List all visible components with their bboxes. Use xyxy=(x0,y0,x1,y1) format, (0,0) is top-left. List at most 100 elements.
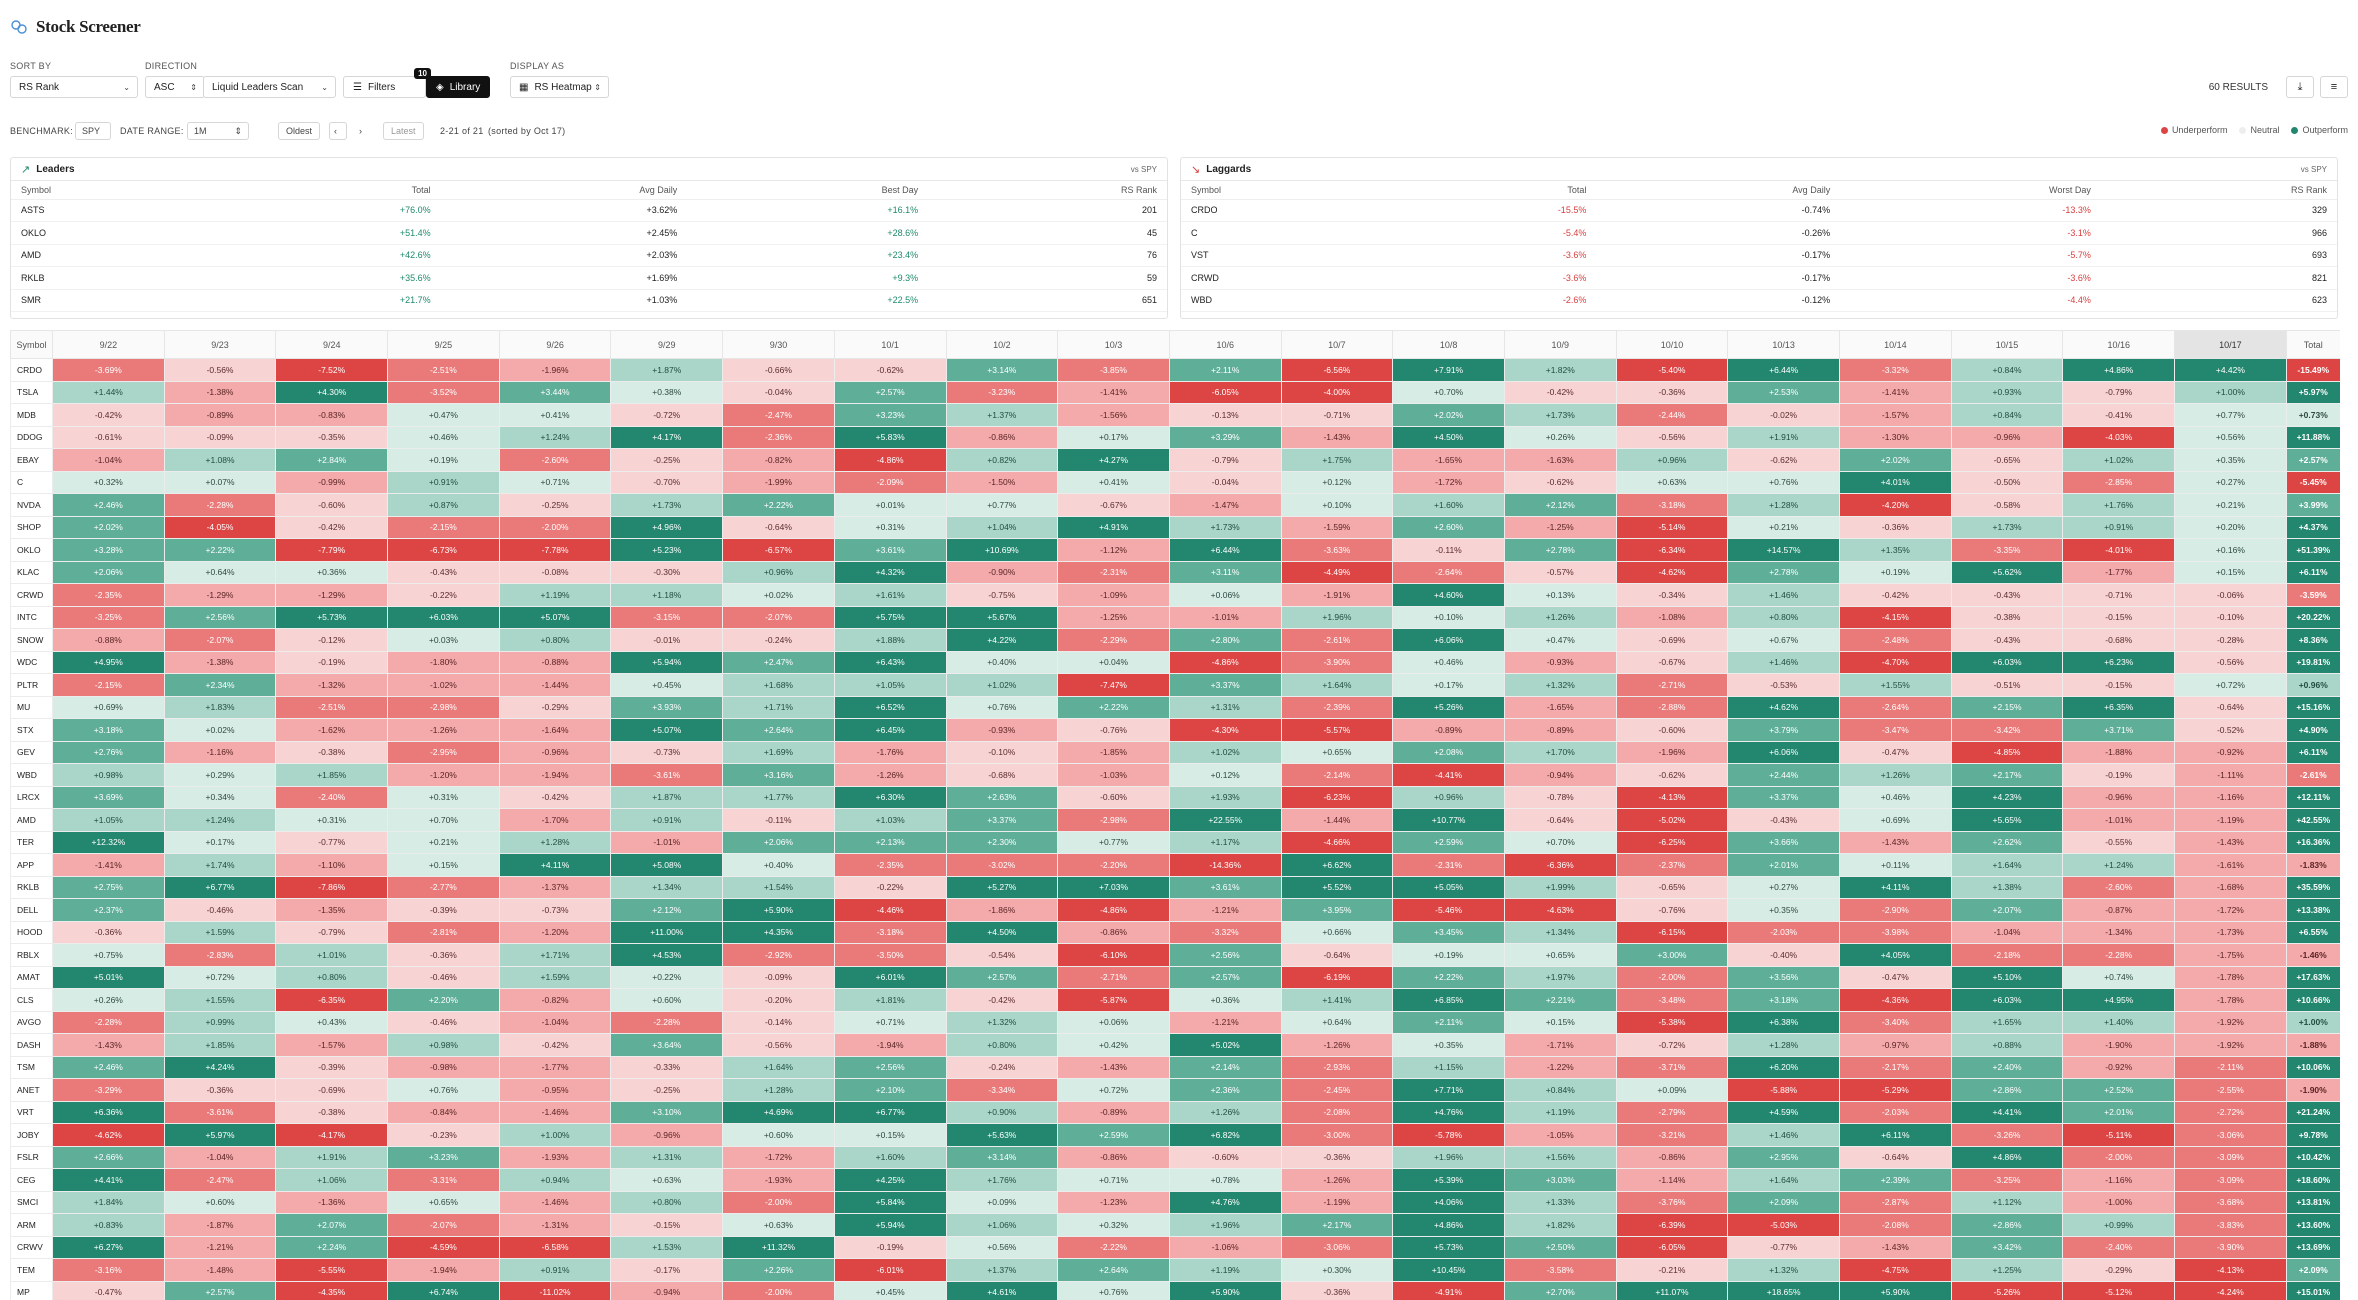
heatmap-cell[interactable]: -0.11% xyxy=(722,808,835,832)
heatmap-cell[interactable]: +2.34% xyxy=(163,673,277,697)
heatmap-cell[interactable]: -6.10% xyxy=(1057,943,1170,967)
heatmap-cell[interactable]: -0.64% xyxy=(2174,695,2287,719)
heatmap-cell[interactable]: -4.03% xyxy=(2062,425,2176,449)
heatmap-cell[interactable]: -0.04% xyxy=(1168,470,1282,494)
heatmap-cell[interactable]: -0.53% xyxy=(1727,673,1840,697)
heatmap-cell[interactable]: -4.62% xyxy=(1615,560,1729,584)
heatmap-cell[interactable]: +1.38% xyxy=(1950,875,2064,899)
direction-select[interactable]: ASC ⇕ xyxy=(145,76,205,98)
heatmap-row[interactable]: TSLA +1.44% -1.38% +4.30% -3.52% +3.44% +0.38%… xyxy=(10,380,2340,404)
heatmap-cell[interactable]: +5.08% xyxy=(610,853,724,877)
heatmap-cell[interactable]: -0.15% xyxy=(2062,673,2176,697)
heatmap-cell[interactable]: -0.06% xyxy=(2174,583,2287,607)
heatmap-cell[interactable]: +5.94% xyxy=(833,1213,947,1237)
heatmap-cell[interactable]: +2.08% xyxy=(1392,740,1505,764)
heatmap-cell[interactable]: -0.36% xyxy=(387,943,500,967)
heatmap-cell[interactable]: +2.64% xyxy=(722,718,835,742)
heatmap-cell[interactable]: -0.25% xyxy=(498,493,612,517)
heatmap-cell[interactable]: +0.76% xyxy=(1727,470,1840,494)
heatmap-cell[interactable]: -1.57% xyxy=(1839,403,1952,427)
heatmap-cell[interactable]: +0.31% xyxy=(387,785,500,809)
heatmap-cell[interactable]: -4.17% xyxy=(275,1123,389,1147)
heatmap-cell[interactable]: -1.26% xyxy=(387,718,500,742)
heatmap-cell[interactable]: +6.03% xyxy=(1950,988,2064,1012)
heatmap-cell[interactable]: -3.32% xyxy=(1168,920,1282,944)
heatmap-cell[interactable]: -6.23% xyxy=(1280,785,1394,809)
heatmap-cell[interactable]: +1.87% xyxy=(610,785,724,809)
heatmap-cell[interactable]: +0.12% xyxy=(1168,763,1282,787)
panel-row[interactable]: WBD -2.6% -0.12% -4.4% 623 xyxy=(1181,289,2337,312)
heatmap-cell[interactable]: -0.61% xyxy=(52,425,165,449)
heatmap-cell[interactable]: -0.24% xyxy=(722,628,835,652)
heatmap-cell[interactable]: +1.19% xyxy=(498,583,612,607)
heatmap-cell[interactable]: +1.32% xyxy=(945,1010,1059,1034)
heatmap-cell[interactable]: +3.69% xyxy=(52,785,165,809)
heatmap-cell[interactable]: +1.91% xyxy=(1727,425,1840,449)
heatmap-cell[interactable]: -2.15% xyxy=(387,515,500,539)
heatmap-cell[interactable]: -0.20% xyxy=(722,988,835,1012)
heatmap-cell[interactable]: -1.43% xyxy=(2174,830,2287,854)
heatmap-cell[interactable]: -0.46% xyxy=(387,1010,500,1034)
heatmap-symbol[interactable]: NVDA xyxy=(10,493,53,517)
heatmap-cell[interactable]: +6.01% xyxy=(833,965,947,989)
heatmap-cell[interactable]: +6.82% xyxy=(1168,1123,1282,1147)
heatmap-col-date[interactable]: 10/1 xyxy=(833,330,947,359)
heatmap-cell[interactable]: +2.62% xyxy=(1950,830,2064,854)
heatmap-cell[interactable]: +0.65% xyxy=(1503,943,1617,967)
heatmap-cell[interactable]: -0.22% xyxy=(387,583,500,607)
heatmap-cell[interactable]: +1.19% xyxy=(1503,1100,1617,1124)
heatmap-cell[interactable]: +3.71% xyxy=(2062,718,2176,742)
heatmap-cell[interactable]: -5.57% xyxy=(1280,718,1394,742)
heatmap-cell[interactable]: -5.88% xyxy=(1727,1078,1840,1102)
heatmap-cell[interactable]: +1.71% xyxy=(722,695,835,719)
heatmap-cell[interactable]: -0.72% xyxy=(610,403,724,427)
heatmap-cell[interactable]: -0.39% xyxy=(387,898,500,922)
heatmap-cell[interactable]: -0.83% xyxy=(275,403,389,427)
heatmap-row[interactable]: ANET -3.29% -0.36% -0.69% +0.76% -0.95% -0.25%… xyxy=(10,1078,2340,1102)
heatmap-cell[interactable]: -1.12% xyxy=(1057,538,1170,562)
heatmap-cell[interactable]: -1.06% xyxy=(1168,1235,1282,1259)
heatmap-cell[interactable]: -0.94% xyxy=(610,1280,724,1300)
heatmap-cell[interactable]: +0.19% xyxy=(387,448,500,472)
heatmap-cell[interactable]: -2.20% xyxy=(1057,853,1170,877)
heatmap-cell[interactable]: -0.86% xyxy=(1057,920,1170,944)
heatmap-cell[interactable]: +0.19% xyxy=(1839,560,1952,584)
heatmap-cell[interactable]: -0.55% xyxy=(2062,830,2176,854)
heatmap-cell[interactable]: +11.07% xyxy=(1615,1280,1729,1300)
heatmap-cell[interactable]: -0.89% xyxy=(1057,1100,1170,1124)
heatmap-row[interactable]: INTC -3.25% +2.56% +5.73% +6.03% +5.07% -3.15%… xyxy=(10,605,2340,629)
heatmap-cell[interactable]: -1.03% xyxy=(1057,763,1170,787)
heatmap-cell[interactable]: +2.10% xyxy=(833,1078,947,1102)
heatmap-cell[interactable]: +4.27% xyxy=(1057,448,1170,472)
heatmap-cell[interactable]: -0.09% xyxy=(163,425,277,449)
heatmap-cell[interactable]: +0.27% xyxy=(1727,875,1840,899)
heatmap-row[interactable]: TEM -3.16% -1.48% -5.55% -1.94% +0.91% -0.17% +… xyxy=(10,1258,2340,1282)
heatmap-cell[interactable]: -5.87% xyxy=(1057,988,1170,1012)
heatmap-cell[interactable]: +6.23% xyxy=(2062,650,2176,674)
heatmap-cell[interactable]: +3.93% xyxy=(610,695,724,719)
heatmap-cell[interactable]: -1.63% xyxy=(1503,448,1617,472)
heatmap-cell[interactable]: -0.73% xyxy=(498,898,612,922)
heatmap-cell[interactable]: -2.00% xyxy=(722,1190,835,1214)
heatmap-symbol[interactable]: STX xyxy=(10,718,53,742)
heatmap-cell[interactable]: -4.00% xyxy=(1280,380,1394,404)
heatmap-cell[interactable]: +4.41% xyxy=(52,1168,165,1192)
heatmap-symbol[interactable]: MU xyxy=(10,695,53,719)
heatmap-cell[interactable]: +0.31% xyxy=(275,808,389,832)
heatmap-cell[interactable]: -1.10% xyxy=(275,853,389,877)
heatmap-cell[interactable]: -0.87% xyxy=(2062,898,2176,922)
heatmap-cell[interactable]: +1.55% xyxy=(163,988,277,1012)
heatmap-cell[interactable]: +0.06% xyxy=(1057,1010,1170,1034)
heatmap-cell[interactable]: -1.59% xyxy=(1280,515,1394,539)
heatmap-cell[interactable]: -0.60% xyxy=(275,493,389,517)
heatmap-cell[interactable]: +1.34% xyxy=(610,875,724,899)
heatmap-cell[interactable]: -3.76% xyxy=(1615,1190,1729,1214)
heatmap-cell[interactable]: -0.52% xyxy=(2174,718,2287,742)
heatmap-cell[interactable]: -1.88% xyxy=(2062,740,2176,764)
heatmap-cell[interactable]: -4.24% xyxy=(2174,1280,2287,1300)
heatmap-cell[interactable]: +0.09% xyxy=(945,1190,1059,1214)
heatmap-cell[interactable]: -1.16% xyxy=(2174,785,2287,809)
heatmap-cell[interactable]: -4.85% xyxy=(1950,740,2064,764)
heatmap-cell[interactable]: -1.43% xyxy=(1839,830,1952,854)
heatmap-cell[interactable]: -3.25% xyxy=(1950,1168,2064,1192)
